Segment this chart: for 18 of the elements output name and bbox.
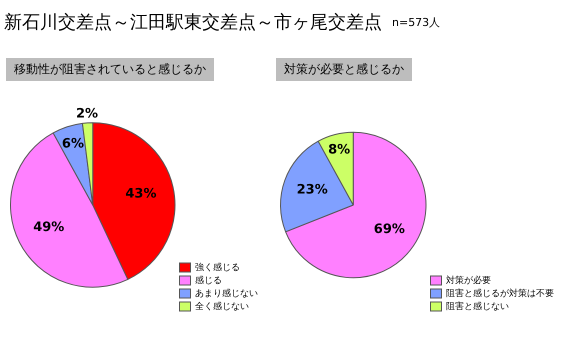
text: n=573人 [392,16,440,28]
legend-label: 対策が必要 [446,274,491,286]
text: 新石川交差点～江田駅東交差点～市ヶ尾交差点 [4,12,382,33]
chart-title: 対策が必要と感じるか [276,58,412,81]
data-label: 69% [374,222,405,237]
legend-label: 全く感じない [195,300,249,312]
data-label: 23% [296,182,328,198]
legend-label: あまり感じない [195,288,258,299]
legend-label: 感じる [195,274,222,286]
data-label: 43% [125,186,156,202]
chart-title: 移動性が阻害されていると感じるか [6,58,214,81]
data-label: 8% [328,142,350,158]
legend-label: 強く感じる [195,262,240,273]
data-label: 49% [33,220,64,235]
legend-label: 阻害と感じるが対策は不要 [446,288,554,299]
data-label: 6% [62,136,84,152]
legend-label: 阻害と感じない [446,300,509,312]
data-label: 2% [76,106,98,122]
